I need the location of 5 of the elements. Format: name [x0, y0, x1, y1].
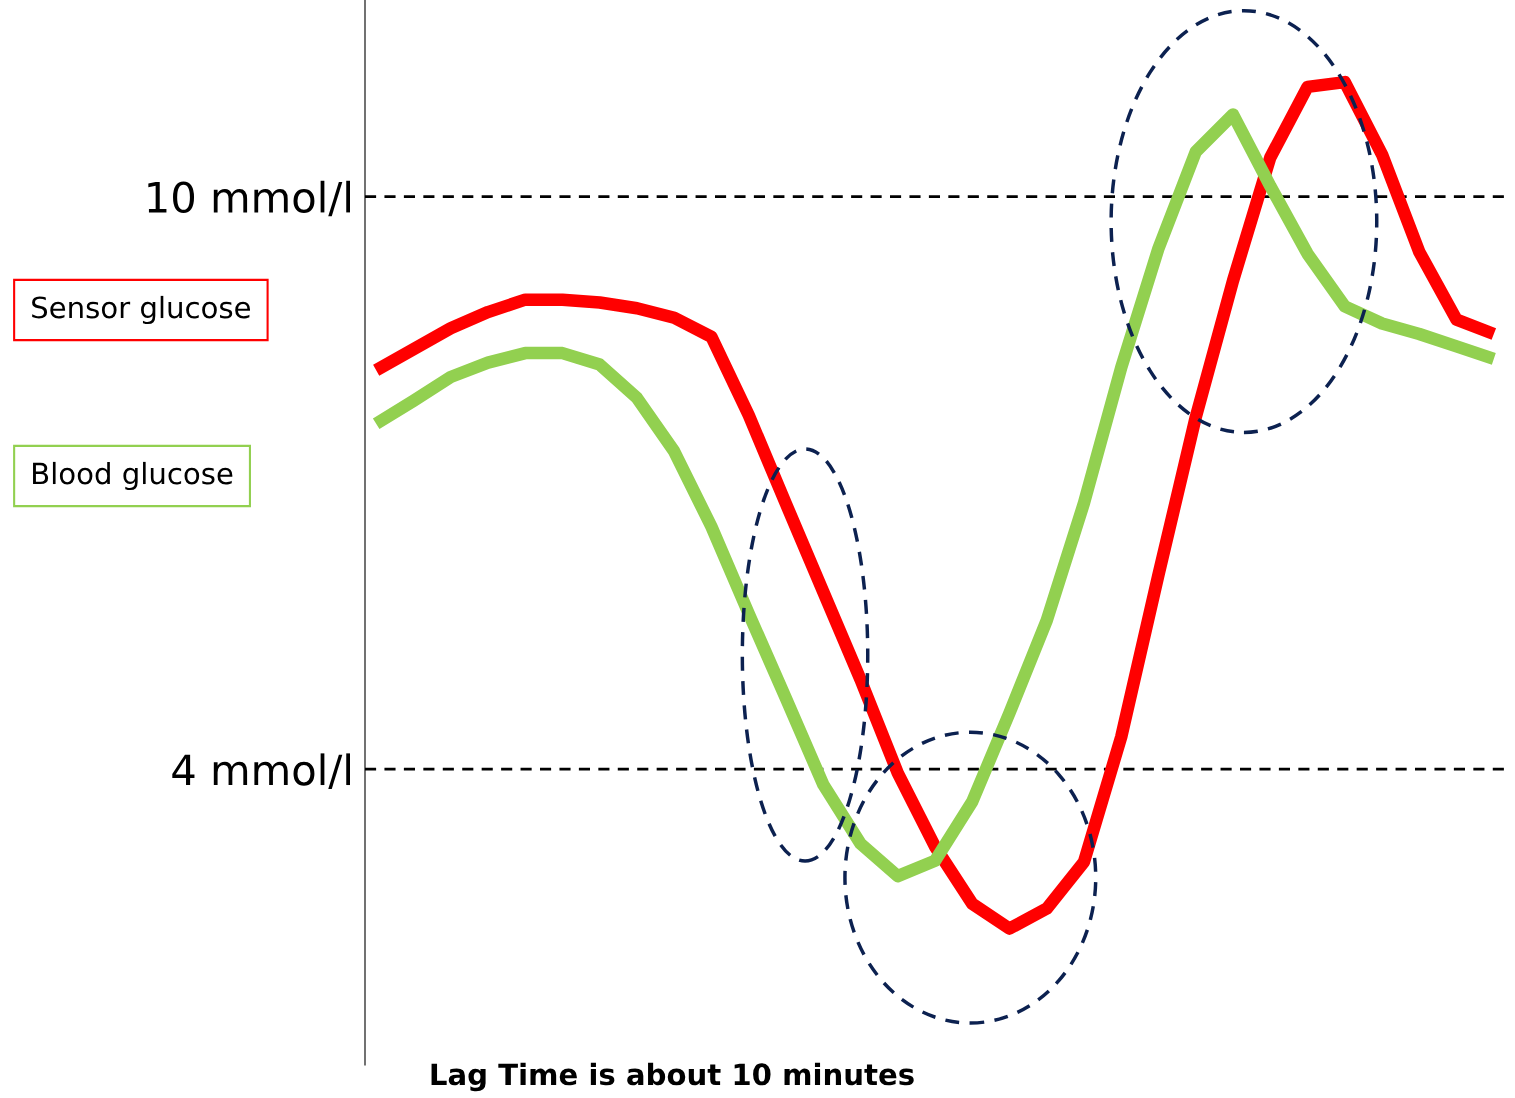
text: Blood glucose [33, 461, 233, 491]
text: Sensor glucose [32, 295, 250, 325]
y-tick-label: 10 mmol/l [148, 180, 350, 217]
y-tick-label: 4 mmol/l [172, 753, 350, 789]
annotation: Lag Time is about 10 minutes [431, 1062, 914, 1092]
